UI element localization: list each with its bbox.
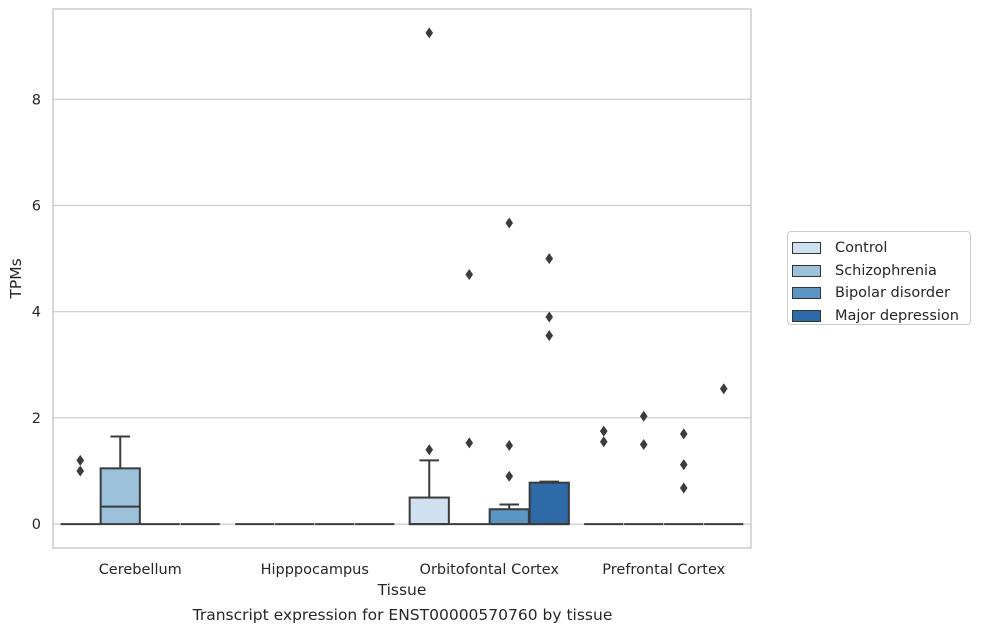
outlier-point [465,269,474,281]
outlier-point [505,440,514,452]
outlier-point [599,436,608,448]
box [408,496,450,526]
outlier-point [639,438,648,450]
outlier-point [425,27,434,39]
box [488,508,530,526]
outlier-point [425,444,434,456]
outlier-point [679,459,688,471]
outlier-point [545,330,554,342]
chart-title: Transcript expression for ENST0000057076… [192,606,613,624]
x-axis-label: Tissue [377,581,427,599]
x-tick-label: Orbitofontal Cortex [420,562,560,578]
outlier-point [76,454,85,466]
legend-item: Major depression [792,305,970,328]
legend-label: Major depression [835,307,959,324]
legend-swatch [792,264,821,277]
outlier-point [599,425,608,437]
legend-label: Control [835,240,888,257]
y-axis-label: TPMs [7,258,25,299]
outlier-point [679,428,688,440]
outlier-point [505,470,514,482]
legend-item: Control [792,237,970,260]
legend-swatch [792,287,821,300]
outlier-point [76,465,85,477]
legend-item: Bipolar disorder [792,282,970,305]
legend-label: Schizophrenia [835,262,937,279]
outlier-point [719,383,728,395]
legend-swatch [792,309,821,322]
outlier-point [505,217,514,229]
legend-item: Schizophrenia [792,260,970,283]
outlier-point [465,437,474,449]
y-tick-label: 0 [32,517,41,533]
y-tick-label: 2 [32,411,41,427]
outlier-point [545,311,554,323]
legend: Control Schizophrenia Bipolar disorder Majo… [787,231,971,325]
x-tick-label: Cerebellum [99,562,182,578]
plot-frame [52,8,752,549]
legend-label: Bipolar disorder [835,285,950,302]
legend-swatch [792,242,821,255]
box [528,481,570,526]
x-tick-label: Prefrontal Cortex [602,562,725,578]
box [99,467,141,526]
y-tick-label: 4 [32,305,41,321]
outlier-point [679,482,688,494]
y-tick-label: 8 [32,92,41,108]
y-tick-label: 6 [32,198,41,214]
outlier-point [545,253,554,265]
x-tick-label: Hipppocampus [261,562,369,578]
outlier-point [639,410,648,422]
